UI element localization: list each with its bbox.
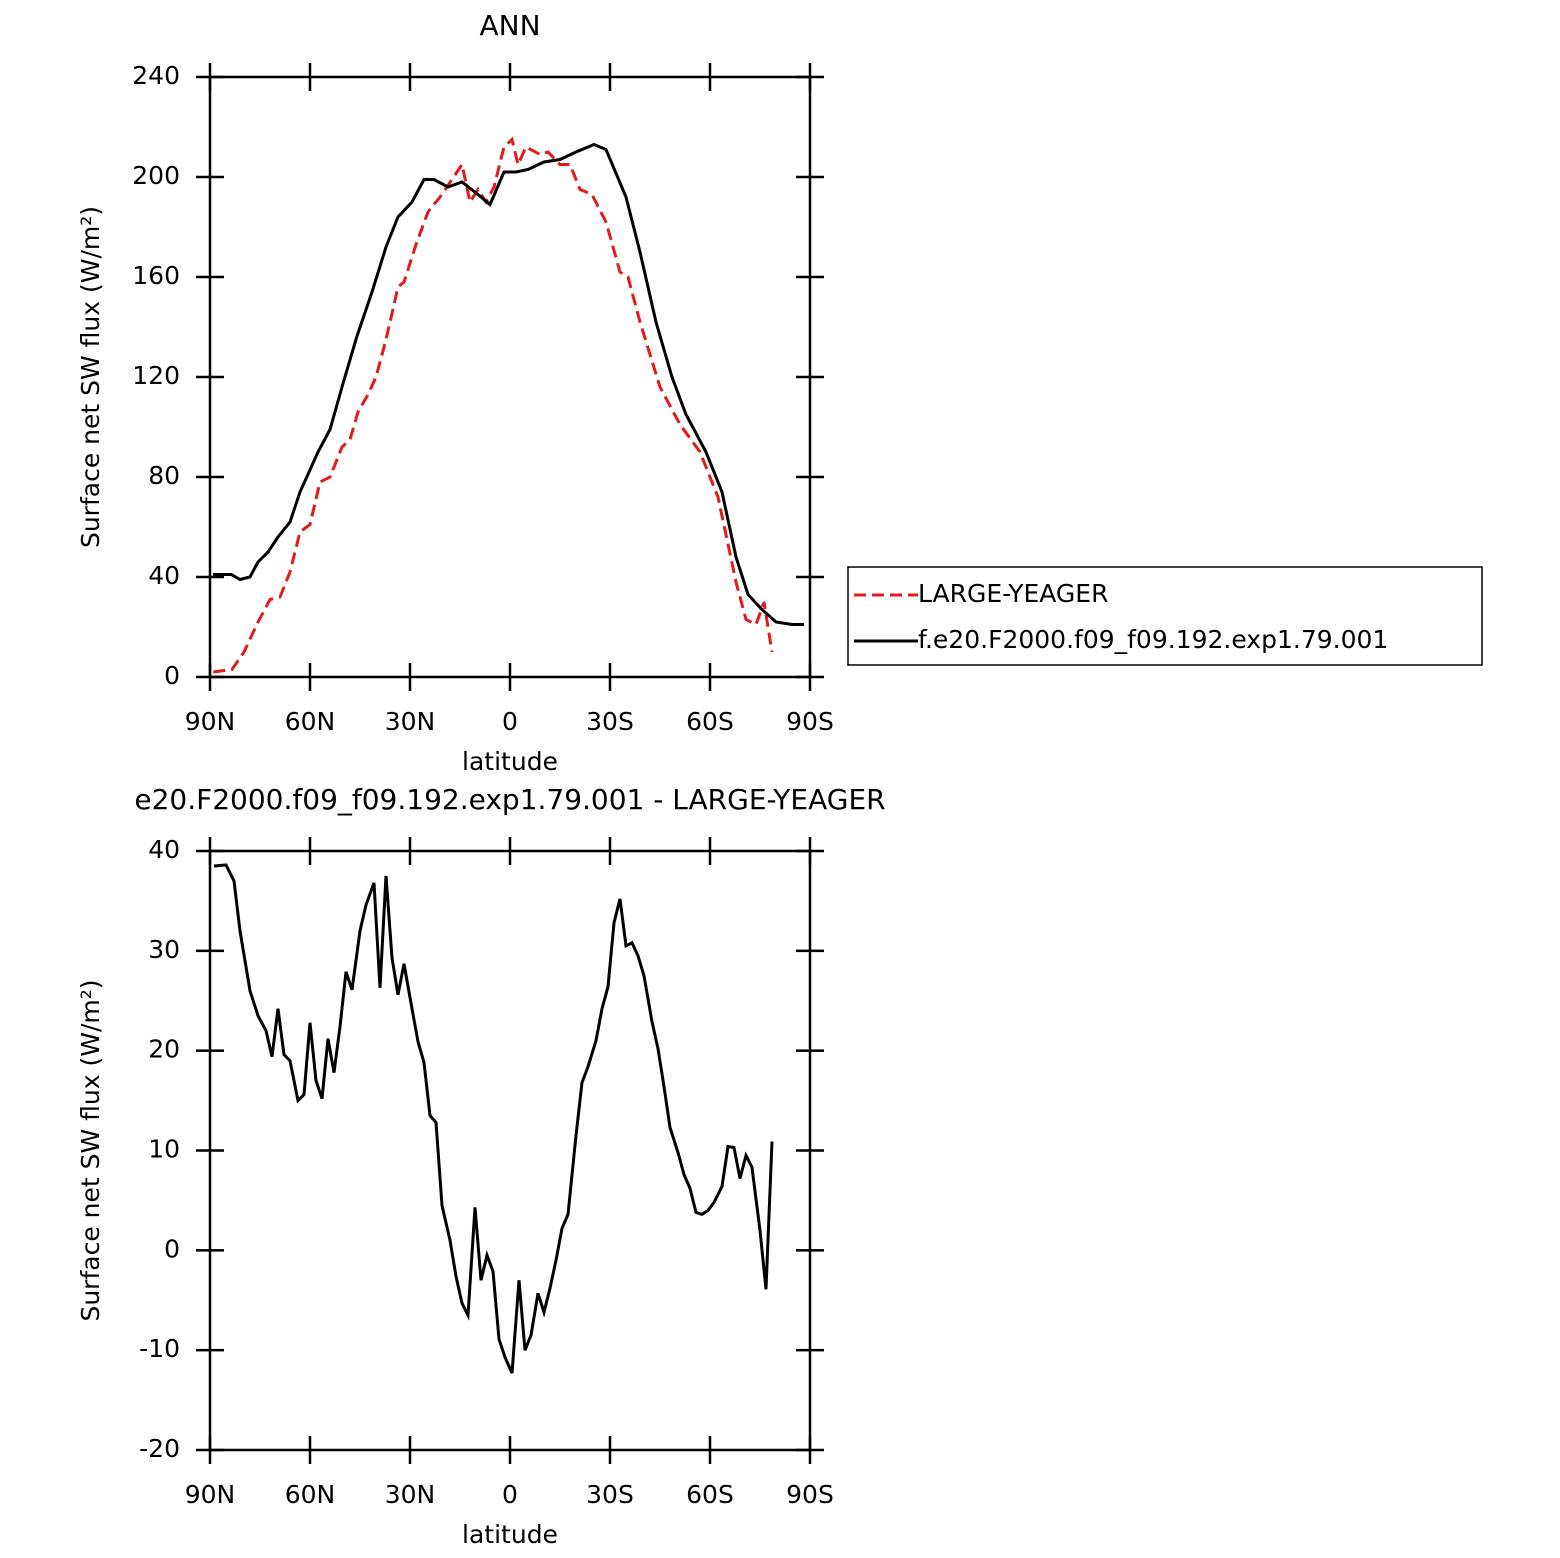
x-tick-label: 60S	[686, 1480, 734, 1509]
x-tick-label: 60N	[285, 707, 336, 736]
x-tick-label: 60N	[285, 1480, 336, 1509]
legend-label: f.e20.F2000.f09_f09.192.exp1.79.001	[918, 625, 1388, 654]
series-line	[213, 136, 774, 674]
x-tick-label: 90N	[185, 1480, 236, 1509]
x-tick-label: 0	[502, 707, 518, 736]
x-tick-label: 30S	[586, 707, 634, 736]
x-tick-label: 30N	[385, 1480, 436, 1509]
chart-title: ANN	[479, 9, 540, 42]
x-tick-label: 90N	[185, 707, 236, 736]
x-tick-label: 90S	[786, 1480, 834, 1509]
legend-label: LARGE-YEAGER	[918, 579, 1108, 608]
x-axis-label: latitude	[462, 1520, 558, 1549]
y-tick-label: 0	[164, 1234, 180, 1263]
y-tick-label: 0	[164, 661, 180, 690]
y-tick-label: -20	[139, 1434, 180, 1463]
legend-box	[847, 566, 1483, 666]
y-tick-label: 20	[148, 1035, 180, 1064]
y-tick-label: 40	[148, 835, 180, 864]
y-axis-label: Surface net SW flux (W/m²)	[76, 979, 105, 1321]
x-tick-label: 90S	[786, 707, 834, 736]
y-tick-label: 30	[148, 935, 180, 964]
series-line	[213, 142, 804, 626]
x-tick-label: 0	[502, 1480, 518, 1509]
y-tick-label: 40	[148, 561, 180, 590]
y-axis-label: Surface net SW flux (W/m²)	[76, 206, 105, 548]
plot-frame	[208, 75, 812, 679]
y-tick-label: -10	[139, 1334, 180, 1363]
y-tick-label: 200	[132, 161, 180, 190]
x-tick-label: 60S	[686, 707, 734, 736]
chart-title: e20.F2000.f09_f09.192.exp1.79.001 - LARG…	[134, 783, 885, 816]
plot-frame	[208, 849, 812, 1452]
y-tick-label: 120	[132, 361, 180, 390]
y-tick-label: 10	[148, 1135, 180, 1164]
x-axis-label: latitude	[462, 747, 558, 776]
y-tick-label: 240	[132, 61, 180, 90]
y-tick-label: 160	[132, 261, 180, 290]
series-line	[213, 863, 774, 1374]
y-tick-label: 80	[148, 461, 180, 490]
x-tick-label: 30S	[586, 1480, 634, 1509]
x-tick-label: 30N	[385, 707, 436, 736]
